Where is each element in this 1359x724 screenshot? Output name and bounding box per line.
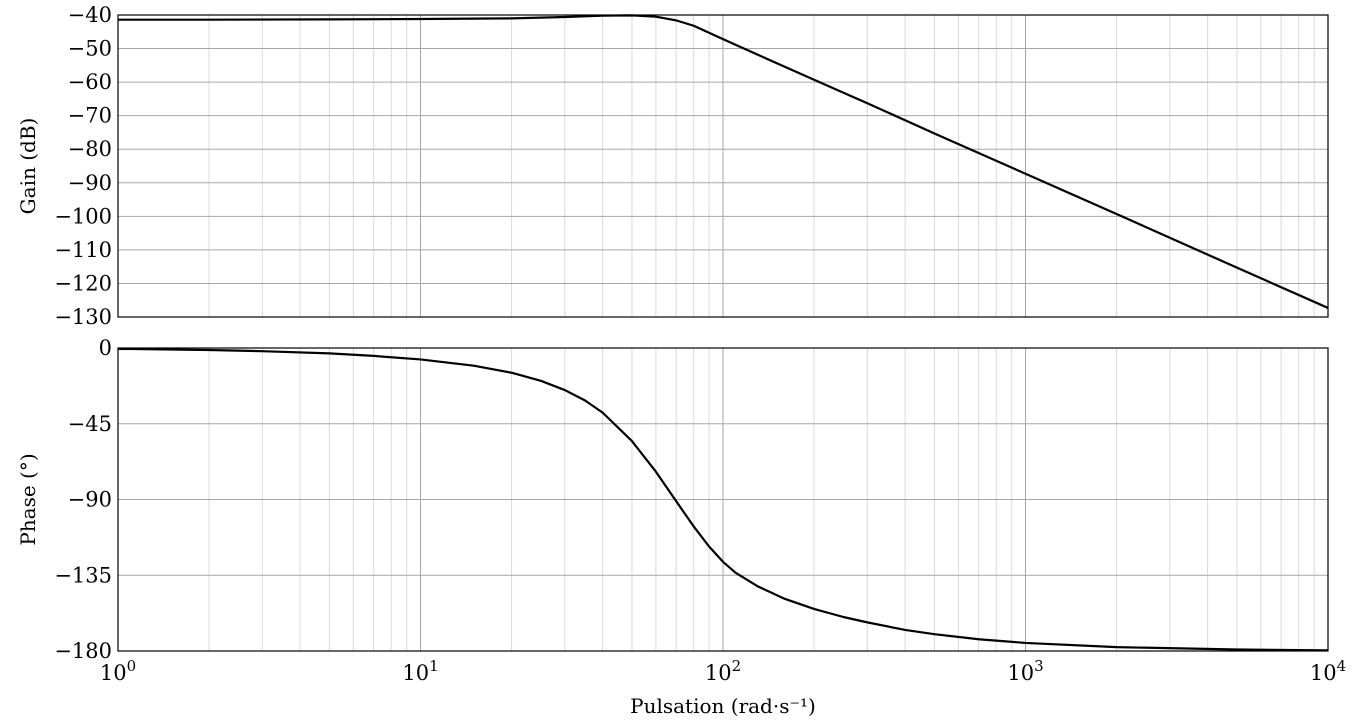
gain-ytick-label: −90 <box>68 171 112 195</box>
x-tick-label: 100 <box>100 657 136 685</box>
gain-ytick-label: −130 <box>54 305 112 329</box>
x-tick-label: 103 <box>1007 657 1043 685</box>
gain-ytick-label: −60 <box>68 70 112 94</box>
gain-grid <box>118 15 1328 317</box>
x-tick-label: 104 <box>1310 657 1346 685</box>
x-tick-label: 101 <box>402 657 438 685</box>
x-tick-label: 102 <box>705 657 741 685</box>
gain-ytick-label: −100 <box>54 204 112 228</box>
gain-series-line <box>118 14 1329 309</box>
gain-panel: −40 −50 −60 −70 −80 −90 −100 −110 −120 −130 Gain (… <box>16 3 1329 329</box>
phase-ylabel: Phase (°) <box>16 453 40 545</box>
x-axis-title: Pulsation (rad·s⁻¹) <box>630 694 816 718</box>
gain-ytick-label: −40 <box>68 3 112 27</box>
phase-ytick-label: −180 <box>54 639 112 663</box>
phase-panel: 0 −45 −90 −135 −180 Phase (°) <box>16 336 1329 663</box>
phase-ytick-label: −90 <box>68 488 112 512</box>
phase-ytick-label: −135 <box>54 563 112 587</box>
gain-ytick-label: −120 <box>54 271 112 295</box>
x-axis: 100 101 102 103 104 Pulsation (rad·s⁻¹) <box>100 657 1346 718</box>
gain-ytick-label: −70 <box>68 104 112 128</box>
phase-series-line <box>117 347 1329 652</box>
gain-ytick-label: −110 <box>54 238 112 262</box>
gain-ytick-label: −80 <box>68 137 112 161</box>
phase-ytick-label: 0 <box>99 336 112 360</box>
gain-ylabel: Gain (dB) <box>16 118 40 215</box>
gain-ytick-label: −50 <box>68 37 112 61</box>
phase-ytick-label: −45 <box>68 412 112 436</box>
phase-grid <box>118 348 1328 651</box>
gain-plot-frame <box>117 14 1329 318</box>
phase-plot-frame <box>117 347 1329 652</box>
